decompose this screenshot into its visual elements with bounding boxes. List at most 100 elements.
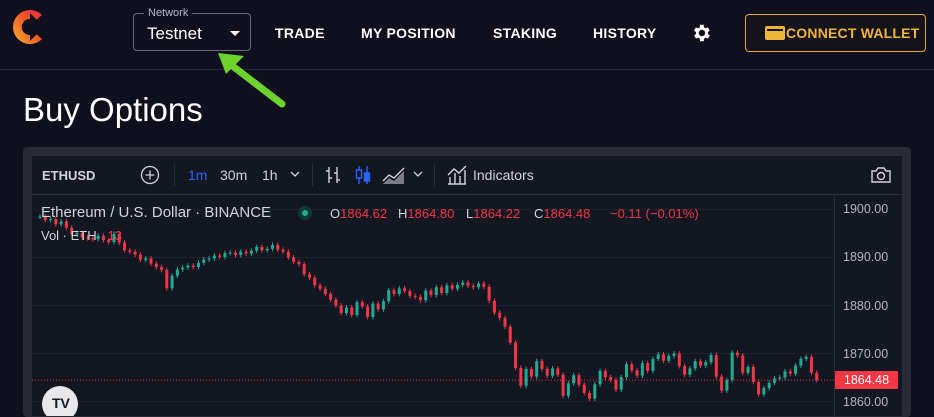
legend-low: L1864.22	[466, 206, 521, 221]
candle-body	[170, 275, 174, 289]
candle-body	[471, 285, 475, 288]
indicators-icon[interactable]	[446, 165, 468, 185]
candle-body	[746, 366, 750, 373]
connect-wallet-button[interactable]: CONNECT WALLET	[745, 14, 926, 52]
camera-icon[interactable]	[870, 165, 892, 185]
candle-body	[149, 258, 153, 264]
candle-body	[181, 267, 185, 270]
chevron-down-icon[interactable]	[290, 170, 300, 178]
candle-body	[175, 269, 179, 276]
candle-body	[128, 250, 132, 252]
tradingview-logo[interactable]: TV	[42, 386, 78, 416]
candle-body	[540, 361, 544, 369]
page-title: Buy Options	[23, 91, 203, 128]
nav-my-position[interactable]: MY POSITION	[361, 25, 456, 41]
network-select[interactable]: Network Testnet	[133, 6, 251, 51]
candle-body	[344, 307, 348, 314]
candle-body	[440, 287, 444, 294]
candle-body	[698, 361, 702, 366]
toolbar-separator	[174, 164, 175, 186]
candle-body	[730, 352, 734, 380]
candle-body	[593, 384, 597, 399]
chevron-down-icon[interactable]	[413, 170, 423, 178]
candle-body	[107, 240, 111, 243]
gear-icon[interactable]	[689, 22, 713, 44]
legend-close: C1864.48	[534, 206, 591, 221]
legend-open: O1864.62	[330, 206, 388, 221]
candle-body	[403, 288, 407, 292]
candle-body	[598, 370, 602, 385]
compare-plus-icon[interactable]	[140, 165, 160, 185]
candle-body	[646, 363, 650, 371]
candle-body	[783, 371, 787, 378]
candle-body	[545, 368, 549, 376]
candle-body	[619, 377, 623, 390]
candle-body	[656, 354, 660, 359]
price-plot[interactable]	[32, 195, 834, 416]
candle-body	[265, 248, 269, 251]
timeframe-1m[interactable]: 1m	[188, 167, 208, 183]
candle-body	[218, 255, 222, 257]
candle-body	[318, 285, 322, 289]
candle-body	[751, 366, 755, 382]
candle-body	[640, 363, 644, 376]
candle-body	[191, 265, 195, 268]
candle-body	[651, 358, 655, 371]
symbol-search[interactable]: ETHUSD	[42, 168, 96, 183]
timeframe-1h[interactable]: 1h	[262, 167, 278, 183]
timeframe-30m[interactable]: 30m	[220, 167, 248, 183]
candle-body	[519, 367, 523, 386]
candle-body	[70, 227, 74, 235]
nav-staking[interactable]: STAKING	[493, 25, 558, 41]
candle-body	[292, 257, 296, 262]
candle-body	[635, 370, 639, 376]
candle-body	[123, 242, 127, 251]
nav-history[interactable]: HISTORY	[593, 25, 657, 41]
candle-body	[91, 238, 95, 240]
candle-body	[609, 377, 613, 380]
candle-body	[582, 384, 586, 393]
candles-chart-icon[interactable]	[354, 165, 372, 185]
celer-c-logo[interactable]	[8, 5, 48, 49]
candle-body	[625, 364, 628, 378]
candle-body	[376, 303, 380, 310]
candle-body	[450, 285, 454, 289]
network-value: Testnet	[147, 24, 202, 43]
candle-body	[112, 233, 116, 243]
candle-body	[38, 216, 42, 218]
candle-body	[551, 368, 555, 376]
candle-body	[492, 300, 496, 313]
candle-body	[693, 361, 697, 369]
candle-body	[313, 277, 317, 286]
candle-body	[392, 290, 396, 294]
candle-body	[804, 356, 808, 359]
candle-body	[202, 259, 206, 263]
candle-body	[59, 221, 63, 225]
indicators-button[interactable]: Indicators	[473, 167, 534, 183]
bars-chart-icon[interactable]	[324, 165, 342, 185]
candle-body	[767, 382, 771, 389]
candle-body	[249, 250, 253, 254]
candle-body	[212, 255, 216, 259]
area-chart-icon[interactable]	[382, 165, 406, 185]
candle-body	[630, 364, 634, 371]
y-tick-label: 1860.00	[843, 394, 889, 409]
candle-body	[408, 291, 412, 296]
candle-body	[96, 235, 100, 240]
candle-body	[207, 258, 211, 260]
candle-body	[762, 388, 766, 395]
candle-body	[778, 377, 782, 379]
price-axis-line	[834, 195, 835, 416]
market-status-dot	[298, 206, 312, 220]
candle-body	[418, 296, 422, 301]
candle-body	[498, 312, 502, 318]
candle-body	[186, 265, 190, 268]
connect-wallet-label: CONNECT WALLET	[786, 25, 920, 41]
candle-body	[334, 299, 338, 306]
candle-body	[234, 252, 237, 256]
tradingview-chart[interactable]: ETHUSD 1m 30m 1h Indic	[32, 156, 902, 416]
candle-body	[487, 286, 491, 301]
y-tick-label: 1900.00	[843, 202, 889, 217]
candle-body	[725, 379, 729, 391]
nav-trade[interactable]: TRADE	[275, 25, 325, 41]
